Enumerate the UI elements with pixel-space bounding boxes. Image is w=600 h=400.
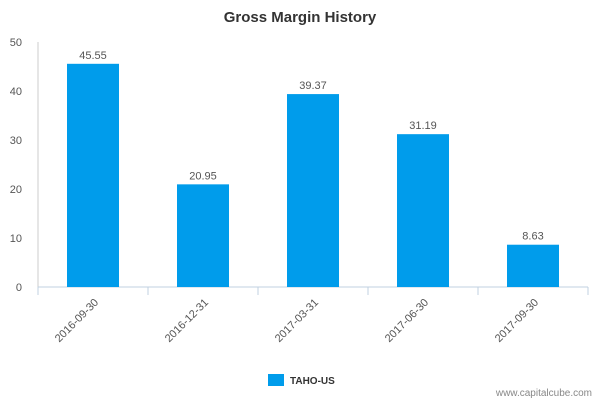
y-tick-label: 30 <box>10 135 22 147</box>
legend-swatch <box>268 374 284 386</box>
bar <box>177 184 229 287</box>
y-tick-label: 50 <box>10 37 22 49</box>
y-tick-label: 20 <box>10 184 22 196</box>
legend[interactable]: TAHO-US <box>268 374 335 387</box>
bar <box>507 244 559 287</box>
x-axis-ticks: 2016-09-30 2016-12-31 2017-03-31 2017-06-30… <box>37 287 589 345</box>
data-label: 39.37 <box>299 80 327 92</box>
chart-title: Gross Margin History <box>224 9 377 26</box>
y-tick-label: 10 <box>10 233 22 245</box>
bar-series: 45.55 20.95 39.37 31.19 8.63 <box>67 50 559 288</box>
watermark: www.capitalcube.com <box>495 388 592 399</box>
data-label: 20.95 <box>189 170 217 182</box>
x-tick-label: 2016-12-31 <box>163 297 211 345</box>
x-tick-label: 2017-03-31 <box>273 297 321 345</box>
y-axis-ticks: 0 10 20 30 40 50 <box>10 37 22 294</box>
data-label: 8.63 <box>522 231 543 243</box>
y-tick-label: 40 <box>10 86 22 98</box>
bar <box>397 134 449 287</box>
legend-label: TAHO-US <box>290 376 335 387</box>
x-tick-label: 2016-09-30 <box>53 297 101 345</box>
x-tick-label: 2017-06-30 <box>383 297 431 345</box>
bar <box>287 94 339 287</box>
data-label: 31.19 <box>409 120 437 132</box>
y-tick-label: 0 <box>16 282 22 294</box>
bar <box>67 63 119 288</box>
x-tick-label: 2017-09-30 <box>493 297 541 345</box>
data-label: 45.55 <box>79 50 107 62</box>
